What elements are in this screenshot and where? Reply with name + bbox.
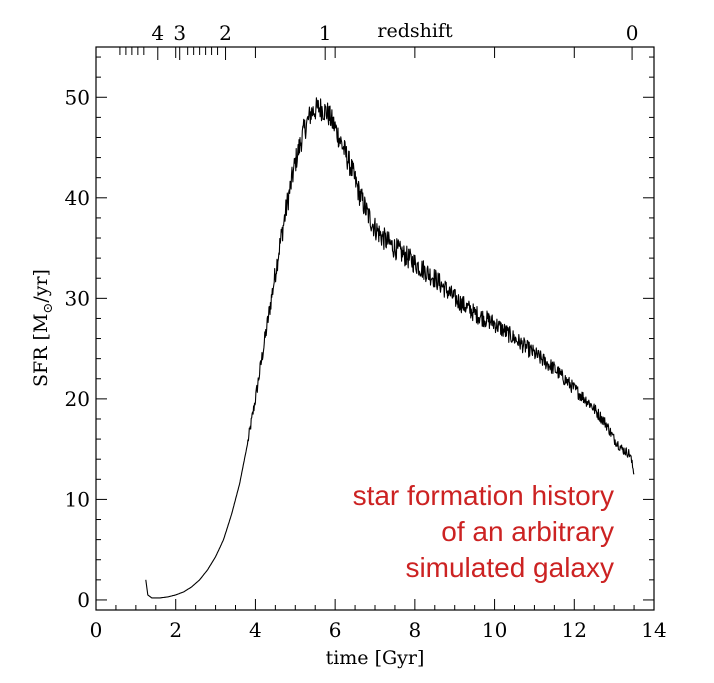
x-tick-label: 12 <box>562 618 587 642</box>
annotation-line-3: simulated galaxy <box>405 552 614 583</box>
y-tick-label: 30 <box>65 286 90 310</box>
x-tick-label: 2 <box>169 618 182 642</box>
y-axis-label: SFR [M⊙/yr] <box>30 269 56 387</box>
svg-text:SFR [M⊙/yr]: SFR [M⊙/yr] <box>30 269 56 387</box>
y-axis-label-tail: /yr] <box>30 269 52 303</box>
x-tick-label: 10 <box>482 618 507 642</box>
redshift-tick-label: 2 <box>219 21 232 45</box>
series-group <box>145 97 635 599</box>
x-tick-label: 0 <box>90 618 103 642</box>
redshift-tick-label: 0 <box>626 21 639 45</box>
y-axis-label-main: SFR [M <box>30 314 52 387</box>
y-tick-label: 20 <box>65 387 90 411</box>
axis-ticks <box>95 47 655 610</box>
annotation-line-1: star formation history <box>352 480 614 511</box>
x-tick-label: 8 <box>408 618 421 642</box>
top-axis-label: redshift <box>377 20 453 42</box>
redshift-tick-label: 1 <box>319 21 332 45</box>
redshift-tick-label: 4 <box>151 21 164 45</box>
x-tick-label: 14 <box>641 618 666 642</box>
y-tick-label: 0 <box>77 588 90 612</box>
series-line <box>145 97 635 599</box>
y-axis-label-sub: ⊙ <box>41 303 56 314</box>
x-axis-label: time [Gyr] <box>326 647 425 669</box>
redshift-tick-label: 3 <box>173 21 186 45</box>
x-tick-label: 6 <box>329 618 342 642</box>
y-tick-label: 40 <box>65 186 90 210</box>
y-tick-label: 50 <box>65 85 90 109</box>
y-tick-label: 10 <box>65 487 90 511</box>
chart-annotation: star formation history of an arbitrary s… <box>250 478 614 586</box>
annotation-line-2: of an arbitrary <box>441 516 614 547</box>
x-tick-label: 4 <box>249 618 262 642</box>
